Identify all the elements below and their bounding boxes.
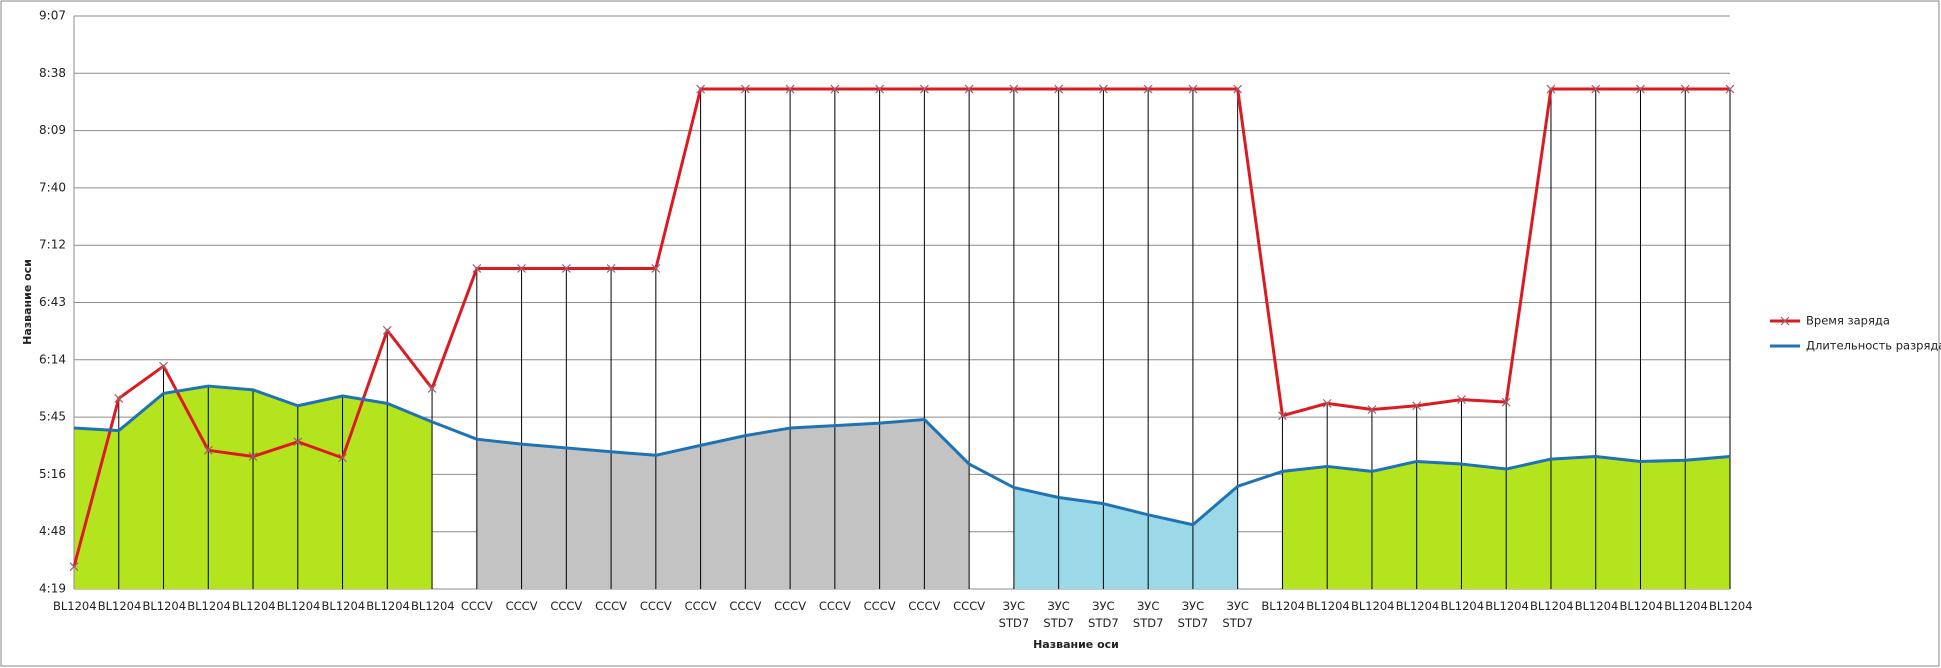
- marker: [1725, 84, 1735, 94]
- series-line: [72, 87, 1730, 568]
- y-tick-label: 6:14: [39, 352, 66, 366]
- x-tick-label: CCCV: [639, 599, 672, 613]
- marker: [740, 84, 750, 94]
- marker: [114, 393, 124, 403]
- series-line: [73, 384, 1731, 527]
- x-tick-label: BL1204: [142, 599, 187, 613]
- x-tick-label: BL1204: [1440, 599, 1485, 613]
- marker: [785, 84, 795, 94]
- marker: [1636, 84, 1645, 94]
- marker: [1412, 401, 1422, 411]
- x-tick-label: CCCV: [505, 599, 538, 613]
- x-tick-label: BL1204: [187, 599, 231, 613]
- marker: [1188, 84, 1198, 94]
- x-tick-label: BL1204: [1574, 599, 1619, 613]
- x-tick-label: BL1204: [321, 599, 366, 613]
- y-tick-label: 9:07: [39, 9, 66, 23]
- marker: [1054, 84, 1064, 94]
- x-tick-label: CCCV: [460, 599, 493, 613]
- y-tick-label: 7:12: [39, 238, 66, 252]
- marker: [293, 437, 303, 447]
- marker: [427, 384, 437, 393]
- y-axis-title: Название оси: [21, 259, 34, 345]
- x-tick-label: BL1204: [53, 599, 97, 613]
- x-tick-label: BL1204: [1350, 599, 1395, 613]
- marker: [830, 84, 840, 94]
- x-tick-label: BL1204: [366, 599, 410, 613]
- x-tick-label: BL1204: [1485, 599, 1529, 613]
- marker: [1143, 84, 1153, 94]
- marker: [1680, 84, 1690, 94]
- x-tick-label: CCCV: [953, 599, 986, 613]
- x-tick-label: BL1204: [1619, 599, 1664, 613]
- legend-label: Время заряда: [1806, 314, 1890, 328]
- marker: [919, 84, 929, 94]
- marker: [1501, 397, 1511, 407]
- x-tick-label: ЗУС STD7: [1177, 599, 1209, 630]
- x-tick-label: CCCV: [729, 599, 762, 613]
- x-tick-label: ЗУС STD7: [1222, 599, 1253, 630]
- x-tick-label: BL1204: [1709, 599, 1753, 613]
- x-tick-label: BL1204: [1395, 599, 1440, 613]
- x-tick-label: BL1204: [232, 599, 276, 613]
- marker: [696, 84, 706, 94]
- marker: [964, 84, 974, 94]
- x-tick-label: BL1204: [411, 599, 455, 613]
- marker: [1278, 411, 1287, 421]
- marker: [1009, 84, 1019, 94]
- x-tick-label: CCCV: [863, 599, 896, 613]
- x-tick-label: CCCV: [908, 599, 941, 613]
- y-tick-label: 5:45: [39, 410, 66, 424]
- x-tick-label: BL1204: [1261, 599, 1305, 613]
- marker: [561, 264, 571, 273]
- x-tick-label: CCCV: [684, 599, 717, 613]
- marker: [248, 452, 258, 461]
- marker: [1098, 84, 1108, 94]
- marker: [1546, 84, 1556, 94]
- area-segment: [476, 419, 970, 589]
- marker: [1233, 84, 1243, 94]
- x-tick-label: ЗУС STD7: [1088, 599, 1119, 630]
- marker: [651, 264, 661, 273]
- legend-marker: [1780, 316, 1790, 326]
- legend-label: Длительность разряда: [1806, 339, 1941, 353]
- x-axis-title: Название оси: [1033, 638, 1119, 651]
- area-segment: [1013, 486, 1238, 589]
- marker: [875, 84, 885, 94]
- y-tick-label: 8:38: [39, 66, 66, 80]
- x-tick-label: ЗУС STD7: [1043, 599, 1074, 630]
- marker: [69, 562, 79, 572]
- marker: [517, 264, 526, 273]
- x-tick-label: BL1204: [97, 599, 142, 613]
- x-tick-label: BL1204: [1529, 599, 1574, 613]
- x-tick-label: BL1204: [1306, 599, 1350, 613]
- y-tick-label: 4:48: [39, 524, 66, 538]
- x-tick-label: CCCV: [774, 599, 807, 613]
- y-tick-label: 7:40: [39, 180, 66, 194]
- marker: [1591, 84, 1601, 94]
- x-tick-label: ЗУС STD7: [1132, 599, 1164, 630]
- marker: [606, 264, 616, 273]
- x-tick-label: BL1204: [276, 599, 321, 613]
- y-tick-label: 6:43: [39, 295, 66, 309]
- marker: [1322, 398, 1332, 408]
- x-tick-label: BL1204: [1664, 599, 1708, 613]
- marker: [382, 325, 392, 335]
- x-tick-label: ЗУС STD7: [998, 599, 1030, 630]
- marker: [203, 445, 213, 455]
- marker: [472, 264, 482, 273]
- marker: [338, 453, 347, 463]
- x-tick-label: CCCV: [595, 599, 628, 613]
- marker: [1367, 405, 1377, 414]
- x-tick-label: CCCV: [550, 599, 583, 613]
- y-tick-label: 4:19: [39, 582, 66, 596]
- x-tick-label: CCCV: [818, 599, 851, 613]
- y-tick-label: 5:16: [39, 467, 66, 481]
- marker: [159, 361, 168, 371]
- y-tick-label: 8:09: [39, 123, 66, 137]
- marker: [1457, 395, 1466, 405]
